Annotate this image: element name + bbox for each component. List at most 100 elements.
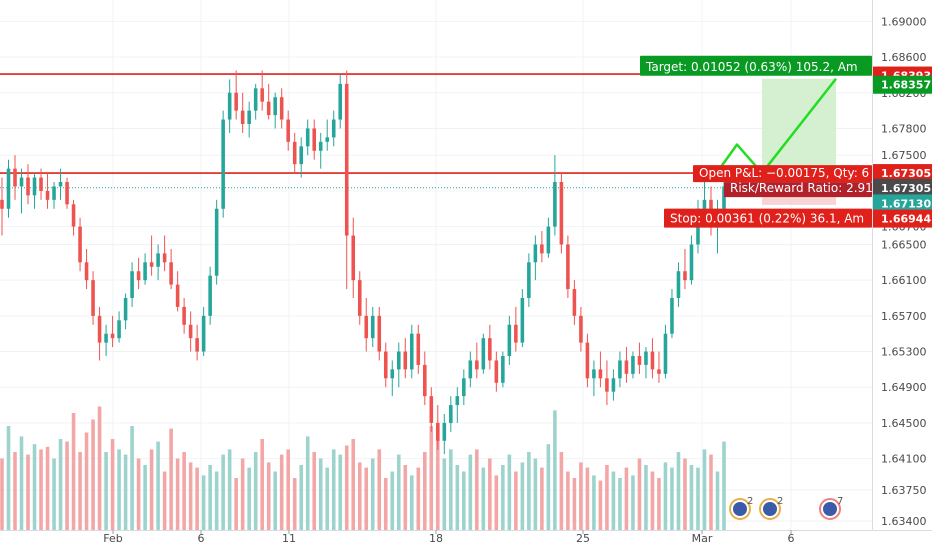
price-tag[interactable] bbox=[873, 209, 932, 228]
pnl-label-box[interactable] bbox=[693, 165, 872, 183]
candle-body bbox=[338, 83, 343, 120]
candle-body bbox=[234, 92, 238, 111]
price-axis[interactable]: 1.690001.686001.682001.678001.675001.671… bbox=[872, 0, 932, 530]
y-tick-label: 1.66500 bbox=[881, 238, 927, 251]
candle-body bbox=[533, 244, 538, 263]
volume-bar bbox=[494, 475, 499, 530]
volume-bar bbox=[468, 454, 473, 530]
candle-body bbox=[618, 360, 622, 379]
volume-bar bbox=[91, 419, 95, 530]
volume-bar bbox=[227, 449, 232, 530]
volume-bar bbox=[273, 471, 277, 530]
volume-bar bbox=[624, 467, 629, 530]
y-tick-label: 1.65700 bbox=[881, 310, 927, 323]
stop-label-text: Stop: 0.00361 (0.22%) 36.1, Am bbox=[670, 212, 864, 226]
volume-bar bbox=[305, 436, 310, 530]
candle-body bbox=[488, 338, 492, 361]
volume-bar bbox=[429, 426, 434, 530]
candle-body bbox=[351, 235, 356, 281]
volume-bar bbox=[39, 449, 43, 530]
volume-bar bbox=[462, 471, 466, 530]
volume-bar bbox=[650, 471, 655, 530]
candle-body bbox=[455, 396, 460, 406]
price-candles bbox=[0, 70, 726, 455]
candle-body bbox=[312, 128, 317, 151]
volume-bar bbox=[195, 467, 199, 530]
volume-bar bbox=[540, 467, 544, 530]
volume-bar bbox=[110, 439, 115, 530]
candle-body bbox=[84, 262, 89, 281]
price-tag-text: 1.67130 bbox=[881, 197, 931, 210]
candle-body bbox=[123, 298, 128, 321]
y-tick-label: 1.63750 bbox=[881, 484, 927, 497]
volume-bar bbox=[143, 465, 147, 530]
volume-bar bbox=[527, 452, 531, 530]
candle-body bbox=[592, 369, 596, 379]
volume-bar bbox=[611, 471, 616, 530]
candle-body bbox=[97, 315, 102, 343]
candle-body bbox=[676, 271, 681, 298]
candle-body bbox=[91, 280, 95, 316]
volume-bar bbox=[312, 452, 317, 530]
candle-body bbox=[357, 280, 362, 316]
candle-body bbox=[247, 110, 251, 124]
price-tag[interactable] bbox=[873, 75, 932, 94]
volume-bar bbox=[208, 465, 212, 530]
target-label-box[interactable] bbox=[640, 55, 872, 76]
candle-body bbox=[325, 137, 330, 142]
candle-body bbox=[221, 119, 225, 209]
volume-bar bbox=[481, 467, 486, 530]
candle-body bbox=[572, 289, 577, 316]
candle-body bbox=[624, 360, 629, 374]
price-tag[interactable] bbox=[873, 178, 932, 197]
volume-bar bbox=[390, 471, 395, 530]
candle-body bbox=[683, 271, 687, 281]
y-tick-label: 1.67500 bbox=[881, 149, 927, 162]
candle-body bbox=[344, 83, 349, 236]
time-axis[interactable]: Feb 6 11 18 25 Mar 6 bbox=[0, 530, 932, 545]
price-tag-text: 1.67305 bbox=[881, 167, 931, 180]
event-badges[interactable]: 2 2 7 bbox=[729, 496, 843, 520]
volume-bar bbox=[266, 462, 271, 530]
candle-body bbox=[507, 324, 512, 356]
candle-body bbox=[71, 204, 76, 227]
candle-body bbox=[540, 244, 544, 254]
volume-bar bbox=[318, 458, 323, 530]
position-labels[interactable]: Target: 0.01052 (0.63%) 105.2, Am Open P&… bbox=[640, 55, 873, 228]
x-tick-label: 11 bbox=[282, 532, 296, 545]
price-tag-text: 1.66944 bbox=[881, 213, 931, 226]
volume-bar bbox=[325, 467, 330, 530]
candle-body bbox=[305, 128, 310, 147]
volume-bar bbox=[689, 465, 694, 530]
volume-bar bbox=[559, 452, 564, 530]
candle-body bbox=[6, 168, 11, 209]
candle-body bbox=[644, 351, 648, 365]
candle-body bbox=[598, 369, 603, 379]
volume-bar bbox=[201, 475, 206, 530]
volume-bar bbox=[377, 449, 382, 530]
candle-body bbox=[585, 342, 590, 379]
candle-body bbox=[370, 315, 375, 339]
rr-label-text: Risk/Reward Ratio: 2.91 bbox=[730, 181, 873, 195]
candle-body bbox=[449, 405, 453, 423]
price-tag[interactable] bbox=[873, 164, 932, 183]
candle-body bbox=[514, 324, 518, 343]
volume-bar bbox=[214, 471, 219, 530]
projection-path[interactable] bbox=[712, 77, 837, 178]
volume-bar bbox=[104, 452, 108, 530]
candle-body bbox=[136, 271, 141, 281]
candle-body bbox=[611, 378, 616, 392]
candle-body bbox=[670, 298, 674, 334]
rr-label-box[interactable] bbox=[724, 182, 872, 198]
candle-body bbox=[396, 351, 401, 370]
candle-body bbox=[663, 333, 668, 374]
price-tag[interactable] bbox=[873, 194, 932, 213]
stop-label-box[interactable] bbox=[664, 208, 872, 228]
candle-body bbox=[214, 208, 219, 276]
volume-bar bbox=[598, 480, 603, 530]
volume-bar bbox=[592, 475, 596, 530]
volume-bar bbox=[130, 426, 134, 530]
projection-line[interactable] bbox=[712, 77, 837, 178]
volume-bar bbox=[637, 458, 642, 530]
